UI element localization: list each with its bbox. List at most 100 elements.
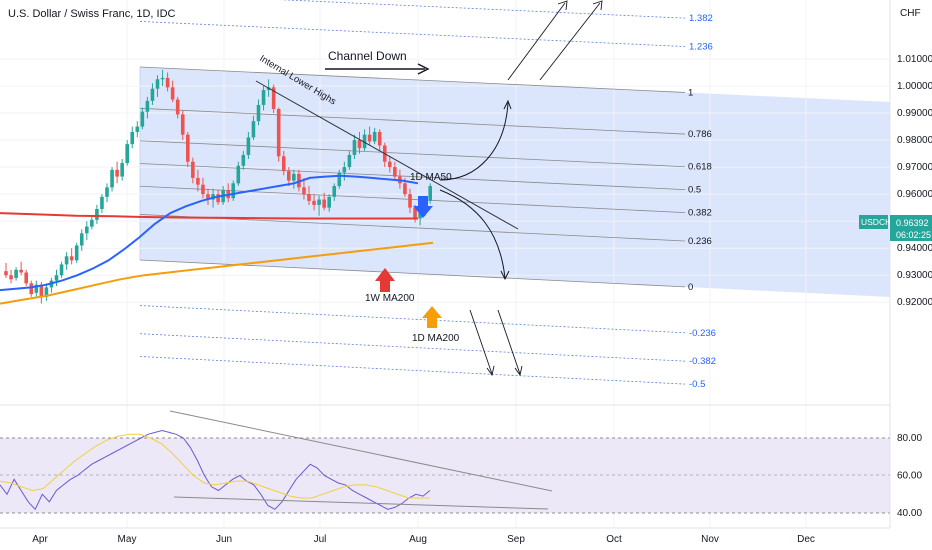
time-tick-3: Jul: [314, 534, 327, 545]
daily-ma200-up-arrow: [422, 306, 442, 328]
daily-ma50-line: [0, 174, 419, 292]
candle-body: [287, 171, 291, 181]
currency-label: CHF: [900, 8, 921, 19]
candle-body: [170, 87, 175, 100]
bar-countdown: 06:02:25: [896, 230, 931, 240]
candle-body: [261, 90, 266, 105]
candle-body: [216, 194, 220, 203]
time-axis[interactable]: Apr May Jun Jul Aug Sep Oct Nov Dec: [32, 534, 815, 545]
last-price-badge: [890, 215, 932, 241]
candle-body: [140, 111, 145, 127]
fib-line-10: [139, 305, 686, 334]
trend-drawings: [255, 0, 603, 377]
fib-line-7: [139, 185, 686, 214]
fib-label-5: 0.618: [688, 162, 712, 173]
channel-down-fill: [140, 67, 890, 297]
price-tick-8: 0.93000: [897, 270, 932, 281]
candle-body: [377, 131, 382, 146]
last-price: 0.96392: [896, 218, 929, 228]
price-tick-1: 1.00000: [897, 81, 932, 92]
projection-down-curve: [439, 189, 506, 279]
candle-body: [191, 161, 195, 178]
candle-body: [292, 173, 296, 181]
candle-body: [352, 140, 357, 155]
candle-body: [337, 172, 342, 187]
fib-line-3: [139, 66, 686, 93]
candle-body: [372, 131, 377, 142]
candle-body: [9, 275, 13, 280]
candle-body: [357, 140, 362, 149]
candle-body: [145, 100, 150, 112]
time-tick-0: Apr: [32, 534, 48, 545]
candle-body: [186, 134, 190, 162]
fib-line-4: [139, 107, 686, 135]
candle-body: [196, 177, 200, 185]
symbol-title: U.S. Dollar / Swiss Franc, 1D, IDC: [8, 8, 176, 20]
candle-body: [95, 209, 99, 220]
time-tick-7: Nov: [701, 534, 719, 545]
fib-levels: 1.5 1.382 1.236 1 0.786 0.618 0.5 0.382 0.236 0 -0…: [139, 0, 716, 390]
fib-label-2: 1.236: [689, 42, 713, 53]
price-tick-2: 0.99000: [897, 108, 932, 119]
candle-body: [413, 207, 417, 219]
price-tick-9: 0.92000: [897, 297, 932, 308]
candle-body: [175, 99, 180, 115]
price-tick-0: 1.01000: [897, 54, 932, 65]
price-tick-3: 0.98000: [897, 135, 932, 146]
candle-body: [206, 194, 210, 200]
candle-body: [4, 271, 8, 276]
candle-body: [317, 199, 321, 205]
candle-body: [251, 121, 256, 138]
candle-body: [201, 184, 205, 195]
candle-body: [327, 196, 331, 208]
moving-averages: [0, 174, 434, 305]
candle-body: [302, 187, 306, 195]
projection-arrow-down-2: [497, 309, 521, 375]
candle-body: [393, 167, 397, 177]
projection-arrow-down-1: [469, 309, 493, 375]
candle-body: [69, 256, 74, 261]
candle-body: [241, 154, 246, 166]
candle-body: [74, 245, 79, 261]
candle-body: [256, 104, 261, 122]
candle-body: [59, 264, 64, 276]
fib-label-8: 0.236: [688, 236, 712, 247]
fib-label-10: -0.236: [689, 328, 716, 339]
price-axis[interactable]: [890, 0, 932, 550]
candle-body: [85, 226, 89, 234]
fib-label-9: 0: [688, 282, 693, 293]
projection-arrow-up-2: [539, 2, 601, 81]
candle-body: [105, 187, 109, 197]
time-tick-2: Jun: [216, 534, 232, 545]
fib-line-11: [139, 333, 686, 362]
rsi-ma-line: [0, 433, 430, 499]
fib-label-3: 1: [688, 87, 693, 98]
rsi-lower-trendline: [173, 496, 549, 510]
fib-line-12: [139, 356, 686, 385]
rsi-upper-trendline: [169, 410, 553, 492]
candle-body: [271, 87, 276, 109]
fib-label-11: -0.382: [689, 356, 716, 367]
candle-body: [125, 144, 129, 164]
time-tick-1: May: [118, 534, 137, 545]
candle-body: [150, 88, 155, 101]
candle-body: [90, 219, 94, 227]
candle-body: [332, 186, 337, 197]
rsi-tick-0: 80.00: [897, 433, 922, 444]
candle-body: [24, 272, 28, 284]
candle-body: [29, 283, 34, 295]
fib-label-4: 0.786: [688, 129, 712, 140]
fib-label-1: 1.382: [689, 13, 713, 24]
time-tick-6: Oct: [606, 534, 622, 545]
fib-label-7: 0.382: [688, 208, 712, 219]
candle-body: [110, 169, 114, 188]
candle-body: [165, 77, 170, 88]
candle-body: [362, 134, 367, 149]
rsi-tick-1: 60.00: [897, 471, 922, 482]
candle-body: [276, 109, 281, 157]
candle-body: [307, 194, 311, 201]
fib-label-12: -0.5: [689, 379, 705, 390]
candle-body: [79, 233, 84, 246]
